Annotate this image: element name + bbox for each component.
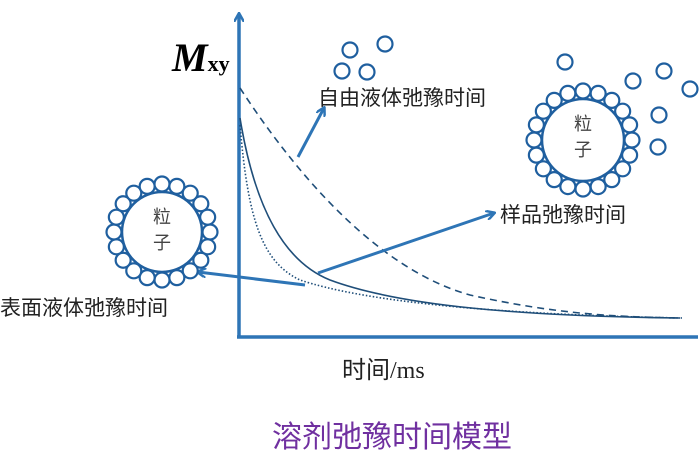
right-bound-molecule: [621, 116, 639, 134]
left-bound-molecule: [199, 208, 217, 226]
right-bound-molecule: [534, 102, 552, 120]
free-molecule: [556, 53, 574, 71]
free-molecule: [624, 72, 642, 90]
left-bound-molecule: [153, 175, 171, 193]
left-bound-molecule: [201, 223, 219, 241]
left-bound-molecule: [107, 238, 125, 256]
left-bound-molecule: [192, 251, 210, 269]
diagram-title: 溶剂弛豫时间模型: [272, 420, 512, 455]
surface-liquid-arrow: [198, 272, 306, 287]
left-bound-molecule: [125, 262, 143, 280]
left-bound-molecule: [153, 271, 171, 289]
sample-arrow: [317, 213, 494, 275]
left-bound-molecule: [105, 223, 123, 241]
particle-char-1: 粒: [153, 207, 171, 228]
right-particle: [540, 97, 626, 183]
particle-label-left: 粒子: [152, 205, 172, 257]
left-particle: [120, 190, 204, 274]
right-bound-molecule: [525, 131, 543, 149]
right-bound-molecule: [614, 102, 632, 120]
right-bound-molecule: [623, 131, 641, 149]
free-molecule: [655, 62, 673, 80]
left-bound-molecule: [114, 251, 132, 269]
particle-char-2: 子: [574, 140, 592, 161]
left-bound-molecule: [114, 195, 132, 213]
left-bound-molecule: [125, 184, 143, 202]
y-axis-label-sub: xy: [207, 51, 230, 76]
right-bound-molecule: [603, 171, 621, 189]
right-bound-molecule: [534, 160, 552, 178]
free-liquid-arrow: [296, 108, 324, 158]
right-bound-molecule: [559, 84, 577, 102]
right-bound-molecule: [574, 180, 592, 198]
left-bound-molecule: [181, 184, 199, 202]
particle-char-1: 粒: [574, 114, 592, 135]
free-molecule: [341, 41, 359, 59]
right-bound-molecule: [589, 178, 607, 196]
particle-label-right: 粒子: [573, 112, 593, 164]
y-axis-label: Mxy: [172, 34, 230, 81]
surface-liquid-curve: [239, 124, 681, 319]
left-bound-molecule: [138, 177, 156, 195]
right-bound-molecule: [545, 171, 563, 189]
free-molecule: [649, 138, 667, 156]
free-molecule: [358, 63, 376, 81]
left-bound-molecule: [192, 195, 210, 213]
right-bound-molecule: [545, 91, 563, 109]
free-liquid-label: 自由液体弛豫时间: [318, 86, 486, 110]
left-bound-molecule: [181, 262, 199, 280]
y-axis-label-main: M: [172, 35, 208, 80]
right-bound-molecule: [527, 146, 545, 164]
free-molecule: [650, 106, 668, 124]
free-molecule: [333, 62, 351, 80]
left-bound-molecule: [168, 269, 186, 287]
right-bound-molecule: [603, 91, 621, 109]
free-molecule: [681, 80, 699, 98]
surface-liquid-label: 表面液体弛豫时间: [0, 296, 168, 320]
right-bound-molecule: [614, 160, 632, 178]
free-molecule: [376, 35, 394, 53]
particle-char-2: 子: [153, 233, 171, 254]
right-bound-molecule: [574, 82, 592, 100]
x-axis-label: 时间/ms: [342, 358, 425, 384]
sample-label: 样品弛豫时间: [500, 203, 626, 227]
